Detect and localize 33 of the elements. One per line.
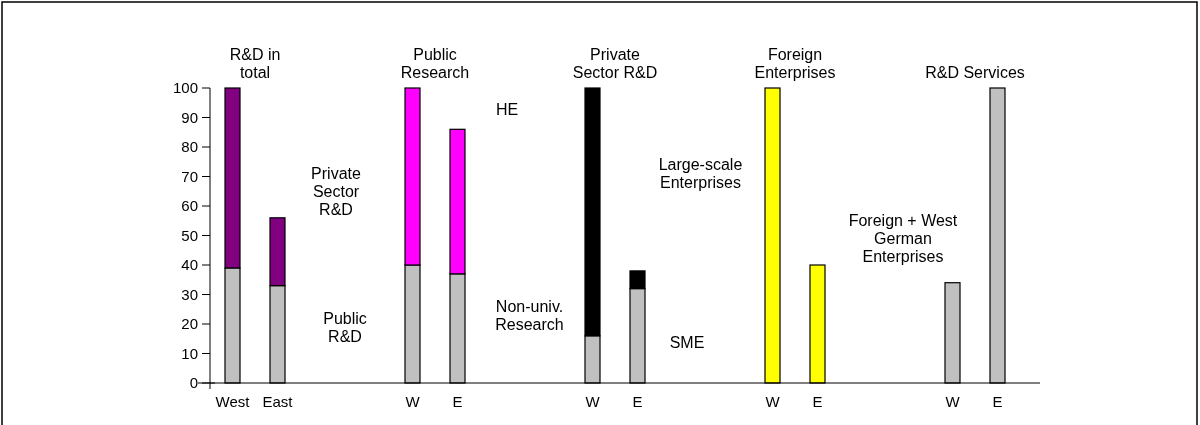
text: R&D in total	[229, 46, 281, 81]
x-tick-label: E	[452, 393, 463, 410]
annotation: Large-scale Enterprises	[658, 156, 743, 192]
x-tick-label: East	[262, 393, 294, 410]
text: Private Sector R&D	[572, 46, 658, 81]
x-tick-label: W	[405, 393, 421, 410]
y-tick-label: 80	[181, 138, 198, 156]
y-tick-label: 20	[181, 315, 198, 333]
text: Foreign Enterprises	[754, 46, 836, 81]
text: R&D Services	[925, 64, 1025, 81]
y-tick-label: 40	[181, 256, 198, 274]
y-tick-label: 100	[172, 79, 198, 97]
y-tick-label: 10	[181, 344, 198, 362]
y-tick-label: 0	[189, 374, 198, 392]
annotation: Non-univ. Research	[495, 298, 564, 334]
x-tick-label: E	[992, 393, 1003, 410]
x-tick-label: W	[945, 393, 961, 410]
x-tick-label: E	[812, 393, 823, 410]
x-tick-label: E	[632, 393, 643, 410]
y-tick-label: 90	[181, 108, 198, 126]
x-tick-label: West	[215, 393, 251, 410]
x-tick-label: W	[585, 393, 601, 410]
text: Public Research	[400, 46, 470, 81]
annotation: SME	[669, 333, 705, 351]
y-tick-label: 50	[181, 226, 198, 244]
x-tick-label: W	[765, 393, 781, 410]
annotation: Foreign + West German Enterprises	[848, 212, 958, 266]
annotation: HE	[495, 100, 519, 118]
y-tick-label: 60	[181, 197, 198, 215]
y-tick-label: 70	[181, 167, 198, 185]
y-tick-label: 30	[181, 285, 198, 303]
annotation: Public R&D	[323, 309, 367, 345]
annotation: Private Sector R&D	[311, 165, 361, 219]
